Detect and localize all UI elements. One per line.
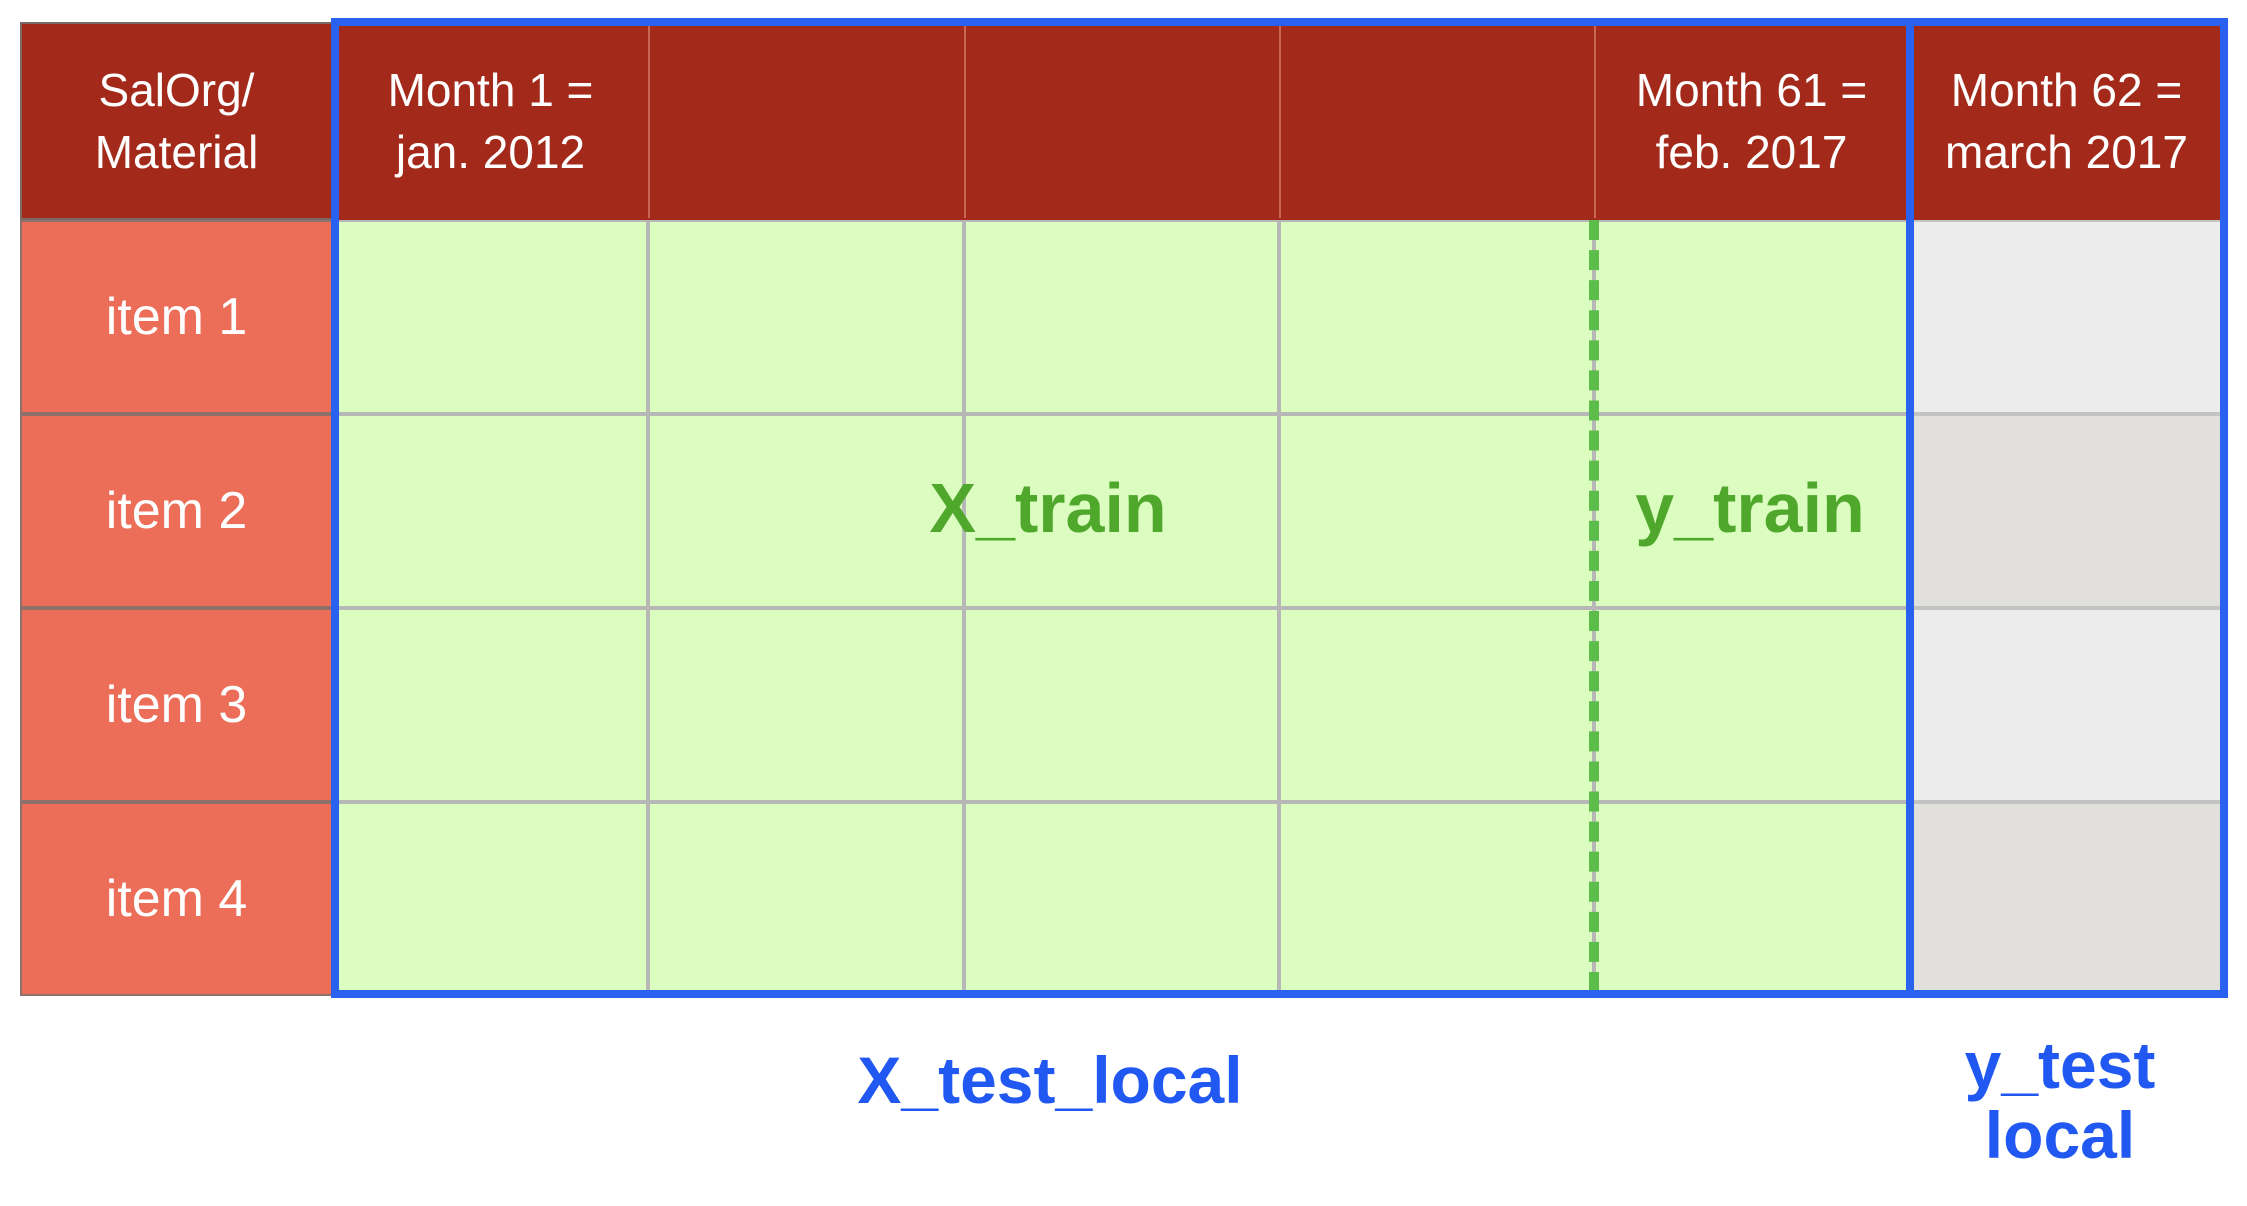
y-test-local-label: y_test local xyxy=(1910,1020,2210,1180)
header-month-62-line-2: march 2017 xyxy=(1945,126,2188,178)
train-cell xyxy=(648,220,964,414)
train-cell xyxy=(964,608,1279,802)
header-divider xyxy=(1594,24,1596,218)
x-test-local-label: X_test_local xyxy=(857,1043,1243,1117)
header-month-1-line-2: jan. 2012 xyxy=(395,126,586,178)
header-month-61: Month 61 = feb. 2017 xyxy=(1594,22,1909,220)
target-cell xyxy=(1594,220,1909,414)
train-cell xyxy=(648,414,964,608)
train-cell xyxy=(1279,414,1594,608)
header-month-1: Month 1 = jan. 2012 xyxy=(333,22,648,220)
y-test-local-line-1: y_test xyxy=(1964,1028,2156,1102)
header-month-blank-2 xyxy=(964,22,1279,220)
header-divider xyxy=(1279,24,1281,218)
train-cell xyxy=(333,608,648,802)
header-month-62: Month 62 = march 2017 xyxy=(1909,22,2224,220)
row-label-item-4: item 4 xyxy=(20,802,333,996)
train-cell xyxy=(964,220,1279,414)
header-month-62-line-1: Month 62 = xyxy=(1950,64,2183,116)
target-cell xyxy=(1594,608,1909,802)
train-cell xyxy=(964,414,1279,608)
x-train-label: X_train xyxy=(929,469,1167,547)
train-cell xyxy=(648,608,964,802)
header-month-61-line-1: Month 61 = xyxy=(1635,64,1868,116)
train-cell xyxy=(333,220,648,414)
train-target-divider xyxy=(1589,220,1599,992)
corner-header: SalOrg/ Material xyxy=(20,22,333,220)
y-train-label: y_train xyxy=(1635,469,1865,547)
train-cell xyxy=(1279,220,1594,414)
target-cell xyxy=(1594,802,1909,996)
test-cell xyxy=(1909,414,2224,608)
row-label-item-1: item 1 xyxy=(20,220,333,414)
corner-header-line-1: SalOrg/ xyxy=(98,64,255,116)
train-cell xyxy=(964,802,1279,996)
train-cell xyxy=(1279,802,1594,996)
header-month-blank-3 xyxy=(1279,22,1594,220)
row-label-item-3: item 3 xyxy=(20,608,333,802)
row-label-item-2: item 2 xyxy=(20,414,333,608)
train-cell xyxy=(333,414,648,608)
header-divider xyxy=(964,24,966,218)
corner-header-line-2: Material xyxy=(94,126,259,178)
train-cell xyxy=(1279,608,1594,802)
y-test-local-frame xyxy=(1906,18,2228,998)
header-divider xyxy=(648,24,650,218)
header-month-blank-1 xyxy=(648,22,964,220)
y-test-local-line-2: local xyxy=(1984,1098,2136,1172)
header-month-1-line-1: Month 1 = xyxy=(387,64,594,116)
header-month-61-line-2: feb. 2017 xyxy=(1655,126,1848,178)
test-cell xyxy=(1909,220,2224,414)
